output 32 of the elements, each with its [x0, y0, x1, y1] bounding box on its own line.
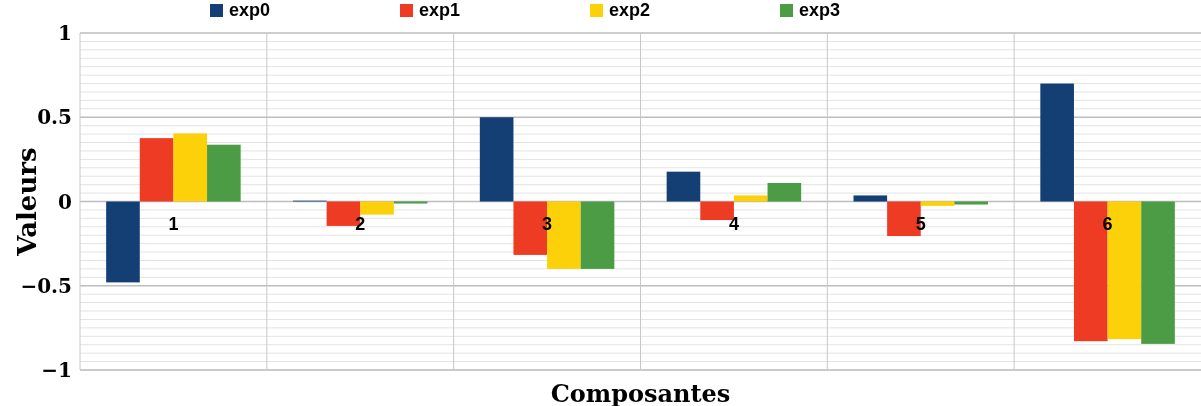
bar: [954, 201, 989, 205]
x-tick-label: 4: [728, 213, 739, 234]
bar: [580, 201, 615, 269]
bar: [1040, 83, 1074, 202]
bar: [207, 144, 241, 202]
y-tick-label: 0.5: [37, 105, 72, 130]
x-tick-label: 2: [355, 213, 366, 234]
x-tick-label: 6: [1102, 213, 1113, 234]
y-tick-label: −0.5: [20, 273, 72, 298]
legend-label: exp1: [419, 0, 461, 20]
bar: [360, 201, 394, 215]
y-tick-label: 1: [58, 21, 72, 45]
bar: [853, 195, 888, 202]
bar: [666, 171, 701, 202]
y-axis-title: Valeurs: [12, 147, 42, 257]
bar: [106, 201, 140, 283]
legend-label: exp2: [609, 0, 651, 20]
bar: [733, 195, 768, 202]
bar: [920, 201, 955, 206]
x-tick-label: 5: [915, 213, 926, 234]
bar: [173, 133, 208, 202]
bar: [393, 201, 428, 204]
legend-label: exp0: [229, 0, 271, 20]
x-tick-label: 1: [168, 213, 179, 234]
y-tick-label: 0: [58, 189, 72, 214]
bar: [479, 117, 514, 202]
bar: [139, 138, 174, 202]
bar: [767, 182, 802, 202]
y-tick-label: −1: [41, 358, 72, 382]
legend-label: exp3: [799, 0, 841, 20]
bar: [1141, 201, 1175, 344]
x-tick-label: 3: [542, 213, 553, 234]
